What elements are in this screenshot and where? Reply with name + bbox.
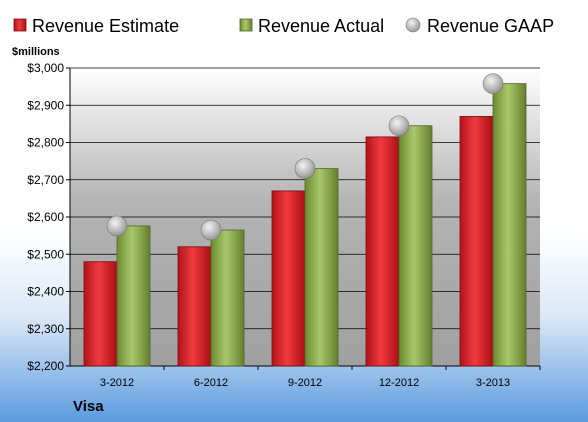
legend-label-revenue-actual: Revenue Actual (258, 16, 384, 36)
y-tick-label: $2,200 (27, 359, 64, 373)
marker-revenue-gaap-3-2012 (106, 215, 128, 237)
bar-revenue-estimate-6-2012 (177, 246, 212, 367)
bar-revenue-actual-3-2012 (116, 225, 151, 367)
x-tick-label: 9-2012 (288, 377, 322, 389)
y-tick-label: $3,000 (27, 61, 64, 75)
legend-swatch-revenue-estimate (13, 18, 27, 32)
bar-revenue-actual-3-2013 (492, 83, 527, 367)
y-tick-label: $2,700 (27, 173, 64, 187)
legend: Revenue Estimate Revenue Actual Revenue GA… (13, 16, 554, 36)
legend-label-revenue-gaap: Revenue GAAP (427, 16, 554, 36)
y-tick-label: $2,900 (27, 98, 64, 112)
bar-revenue-estimate-12-2012 (365, 136, 400, 367)
x-tick-label: 12-2012 (379, 377, 419, 389)
bar-revenue-actual-9-2012 (304, 168, 339, 367)
marker-revenue-gaap-12-2012 (388, 115, 410, 137)
y-tick-label: $2,400 (27, 285, 64, 299)
bar-revenue-actual-12-2012 (398, 125, 433, 367)
y-tick-label: $2,600 (27, 210, 64, 224)
legend-swatch-revenue-actual (239, 18, 253, 32)
legend-label-revenue-estimate: Revenue Estimate (32, 16, 179, 36)
x-tick-label: 6-2012 (194, 377, 228, 389)
bar-revenue-actual-6-2012 (210, 229, 245, 367)
marker-revenue-gaap-9-2012 (294, 158, 316, 179)
y-tick-label: $2,800 (27, 136, 64, 150)
marker-revenue-gaap-3-2013 (482, 73, 504, 94)
bars (83, 83, 527, 367)
bar-revenue-estimate-3-2013 (459, 116, 494, 367)
company-name: Visa (73, 398, 104, 415)
x-axis-ticks: 3-2012 6-2012 9-2012 12-2012 3-2013 (100, 366, 541, 389)
gaap-markers (106, 73, 504, 241)
legend-swatch-revenue-gaap (405, 17, 421, 33)
y-tick-label: $2,300 (27, 322, 64, 336)
marker-revenue-gaap-6-2012 (200, 219, 222, 241)
bar-revenue-estimate-3-2012 (83, 261, 118, 367)
y-tick-label: $2,500 (27, 247, 64, 261)
y-axis-label: $millions (12, 46, 60, 58)
x-tick-label: 3-2013 (476, 377, 510, 389)
x-tick-label: 3-2012 (100, 377, 134, 389)
bar-revenue-estimate-9-2012 (271, 190, 306, 367)
